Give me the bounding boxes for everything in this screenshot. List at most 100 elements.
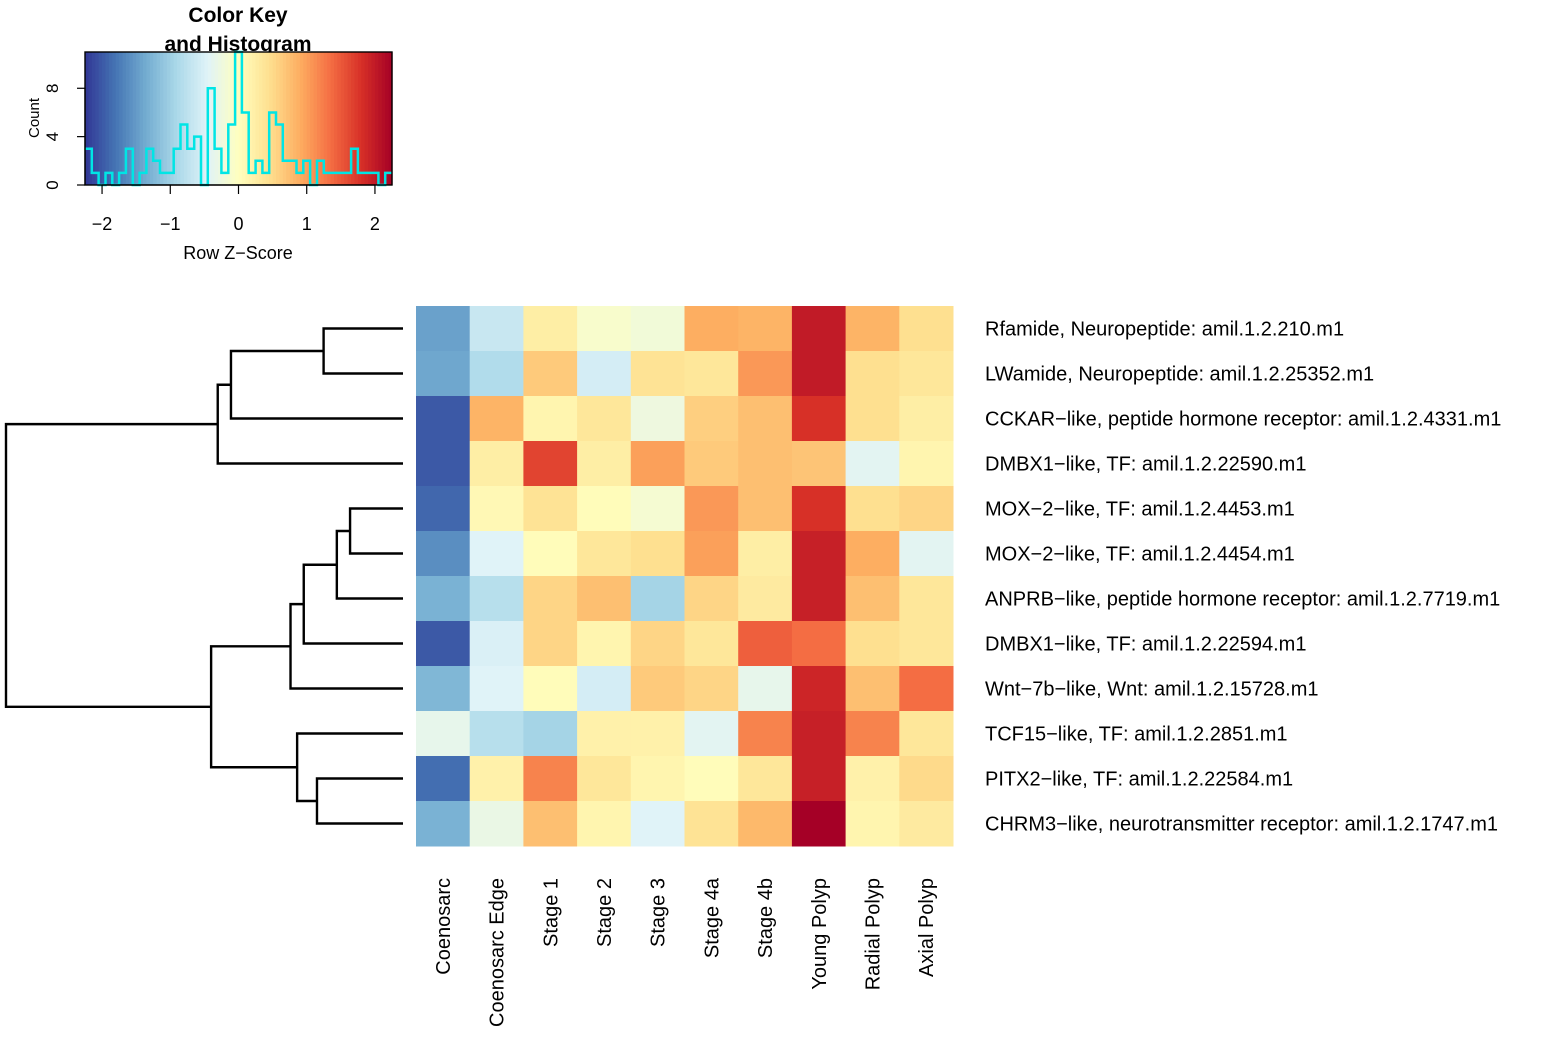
heatmap-cell <box>791 486 847 532</box>
color-key-swatch <box>221 52 226 185</box>
heatmap-cell <box>469 486 524 532</box>
x-tick-label: −1 <box>160 214 181 234</box>
color-key-swatch <box>299 52 304 185</box>
heatmap-cell <box>469 756 524 802</box>
heatmap-cell <box>845 486 900 532</box>
color-key-swatch <box>354 52 359 185</box>
heatmap-cell <box>684 396 739 442</box>
row-label: LWamide, Neuropeptide: amil.1.2.25352.m1 <box>985 364 1374 386</box>
heatmap-cell <box>577 711 632 757</box>
color-key-y-axis: 0 4 8 <box>43 84 86 190</box>
heatmap-cell <box>845 396 900 442</box>
color-key-swatch <box>272 52 277 185</box>
color-key-swatch <box>265 52 270 185</box>
heatmap-cell <box>899 531 954 577</box>
color-key-swatch <box>125 52 130 185</box>
color-key-title-line2: and Histogram <box>164 33 311 56</box>
column-labels: Coenosarc Coenosarc Edge Stage 1 Stage 2 Sta… <box>433 877 938 1027</box>
color-key-swatch <box>180 52 185 185</box>
heatmap-cell <box>791 801 847 847</box>
heatmap-cell <box>738 351 793 397</box>
dendrogram-branch <box>322 327 403 375</box>
x-tick-label: −2 <box>92 214 113 234</box>
column-label: Coenosarc <box>433 878 455 975</box>
color-key-swatch <box>115 52 120 185</box>
row-label: ANPRB−like, peptide hormone receptor: am… <box>985 589 1500 611</box>
heatmap-cell <box>469 441 524 487</box>
heatmap-cell <box>684 801 739 847</box>
color-key-swatch <box>293 52 298 185</box>
heatmap-cell <box>469 576 524 622</box>
color-key-swatch <box>337 52 342 185</box>
color-key-swatch <box>388 52 393 185</box>
color-key-swatch <box>122 52 127 185</box>
heatmap-cell <box>469 306 524 352</box>
heatmap-cell <box>899 801 954 847</box>
heatmap-cell <box>738 441 793 487</box>
color-key-swatch <box>149 52 154 185</box>
heatmap-cell <box>577 801 632 847</box>
color-key-swatch <box>136 52 141 185</box>
heatmap-cell <box>684 531 739 577</box>
dendrogram-branch <box>229 349 403 420</box>
color-key-swatch <box>374 52 379 185</box>
heatmap-cell <box>630 441 685 487</box>
heatmap-cell <box>684 486 739 532</box>
heatmap-cell <box>416 351 471 397</box>
color-key-swatch <box>238 52 243 185</box>
heatmap-cell <box>630 801 685 847</box>
dendrogram-branch <box>209 645 298 769</box>
color-key-swatch <box>269 52 274 185</box>
heatmap-cell <box>577 666 632 712</box>
heatmap-cell <box>416 756 471 802</box>
color-key-swatch <box>235 52 240 185</box>
color-key-swatch <box>211 52 216 185</box>
color-key-swatch <box>357 52 362 185</box>
heatmap-cell <box>845 576 900 622</box>
dendrogram-branch <box>302 563 403 645</box>
color-key-swatch <box>289 52 294 185</box>
color-key-swatch <box>119 52 124 185</box>
heatmap-cell <box>738 576 793 622</box>
color-key-swatch <box>156 52 161 185</box>
dendrogram-branch <box>295 732 403 803</box>
heatmap-cell <box>416 576 471 622</box>
heatmap-cell <box>791 531 847 577</box>
heatmap-cell <box>577 756 632 802</box>
dendrogram-branch <box>216 383 403 465</box>
heatmap-cell <box>577 486 632 532</box>
color-key-swatch <box>347 52 352 185</box>
heatmap-cell <box>523 306 578 352</box>
color-key-swatch <box>91 52 96 185</box>
column-label: Stage 2 <box>594 878 616 947</box>
column-label: Radial Polyp <box>862 878 884 990</box>
color-key-swatch <box>153 52 158 185</box>
color-key-swatch <box>170 52 175 185</box>
color-key-swatch <box>313 52 318 185</box>
dendrogram-branch <box>315 777 403 825</box>
heatmap-cell <box>684 666 739 712</box>
color-key-swatch <box>85 52 90 185</box>
column-label: Young Polyp <box>809 878 831 990</box>
heatmap-cell <box>899 576 954 622</box>
color-key-swatch <box>385 52 390 185</box>
y-tick-label: 8 <box>43 84 62 93</box>
heatmap-cell <box>845 441 900 487</box>
heatmap-cell <box>523 531 578 577</box>
heatmap-cell <box>469 711 524 757</box>
heatmap-cell <box>630 621 685 667</box>
column-label: Stage 1 <box>540 878 562 947</box>
heatmap-cell <box>416 666 471 712</box>
color-key-swatch <box>187 52 192 185</box>
heatmap-cell <box>630 486 685 532</box>
x-tick-label: 2 <box>370 214 380 234</box>
column-label: Stage 4a <box>701 877 723 958</box>
heatmap-cell <box>738 801 793 847</box>
heatmap-cell <box>577 441 632 487</box>
heatmap-cell <box>416 441 471 487</box>
color-key-swatch <box>228 52 233 185</box>
color-key-swatch <box>327 52 332 185</box>
color-key-swatch <box>224 52 229 185</box>
row-labels: Rfamide, Neuropeptide: amil.1.2.210.m1 LW… <box>985 319 1501 836</box>
color-key-swatch <box>344 52 349 185</box>
